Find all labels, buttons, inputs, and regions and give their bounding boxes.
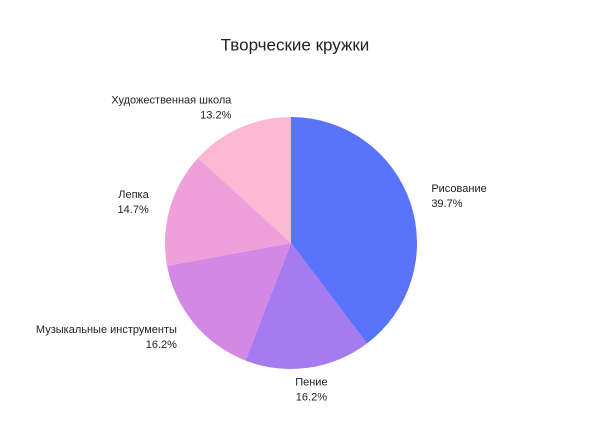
chart-title: Творческие кружки [221,35,370,54]
slice-value-label: 13.2% [200,109,231,121]
slice-value-label: 16.2% [146,339,177,351]
slice-label: Художественная школа [111,94,232,106]
pie-slice [167,243,291,361]
slice-label: Рисование [431,183,486,195]
slice-label: Лепка [118,189,149,201]
slice-label: Пение [295,376,327,388]
pie-slice [291,117,417,344]
pie-slice [245,243,367,369]
pie-slice [164,157,291,266]
slice-value-label: 16.2% [296,391,327,403]
slice-label: Музыкальные инструменты [36,324,177,336]
pie-slice [198,117,291,243]
slice-value-label: 14.7% [118,204,149,216]
slice-value-label: 39.7% [431,198,462,210]
